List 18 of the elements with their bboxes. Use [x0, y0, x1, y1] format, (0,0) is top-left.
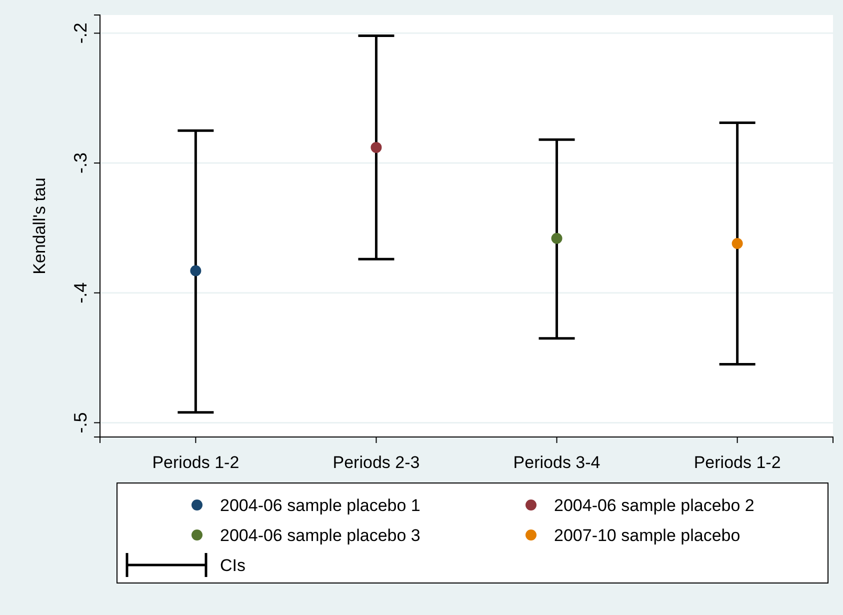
legend-label: 2004-06 sample placebo 1 — [220, 496, 420, 515]
y-tick-label: -.4 — [70, 282, 90, 304]
y-tick-label: -.3 — [70, 152, 90, 174]
x-tick-label: Periods 1-2 — [694, 453, 781, 472]
legend-label: 2007-10 sample placebo — [554, 526, 740, 545]
text: CIs — [220, 556, 246, 575]
y-tick-label: -.5 — [70, 412, 90, 434]
legend-label: 2004-06 sample placebo 3 — [220, 526, 420, 545]
x-tick-label: Periods 2-3 — [332, 453, 420, 472]
y-tick-label: -.2 — [70, 22, 90, 44]
x-tick-label: Periods 1-2 — [152, 453, 240, 472]
point — [551, 232, 562, 244]
y-axis-title: Kendall's tau — [30, 178, 49, 274]
point — [370, 142, 382, 153]
point — [732, 238, 743, 250]
point — [190, 265, 202, 276]
x-tick-label: Periods 3-4 — [513, 453, 600, 472]
legend-label: 2004-06 sample placebo 2 — [554, 496, 754, 515]
